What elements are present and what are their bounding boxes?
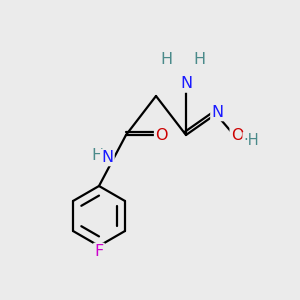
Text: O: O <box>155 128 168 142</box>
Text: H: H <box>92 148 104 164</box>
Text: N: N <box>180 76 192 92</box>
Text: H: H <box>194 52 206 68</box>
Text: H: H <box>160 52 172 68</box>
Text: N: N <box>212 105 224 120</box>
Text: O: O <box>231 128 243 142</box>
Text: ·H: ·H <box>244 133 259 148</box>
Text: F: F <box>94 244 103 259</box>
Text: N: N <box>101 150 113 165</box>
